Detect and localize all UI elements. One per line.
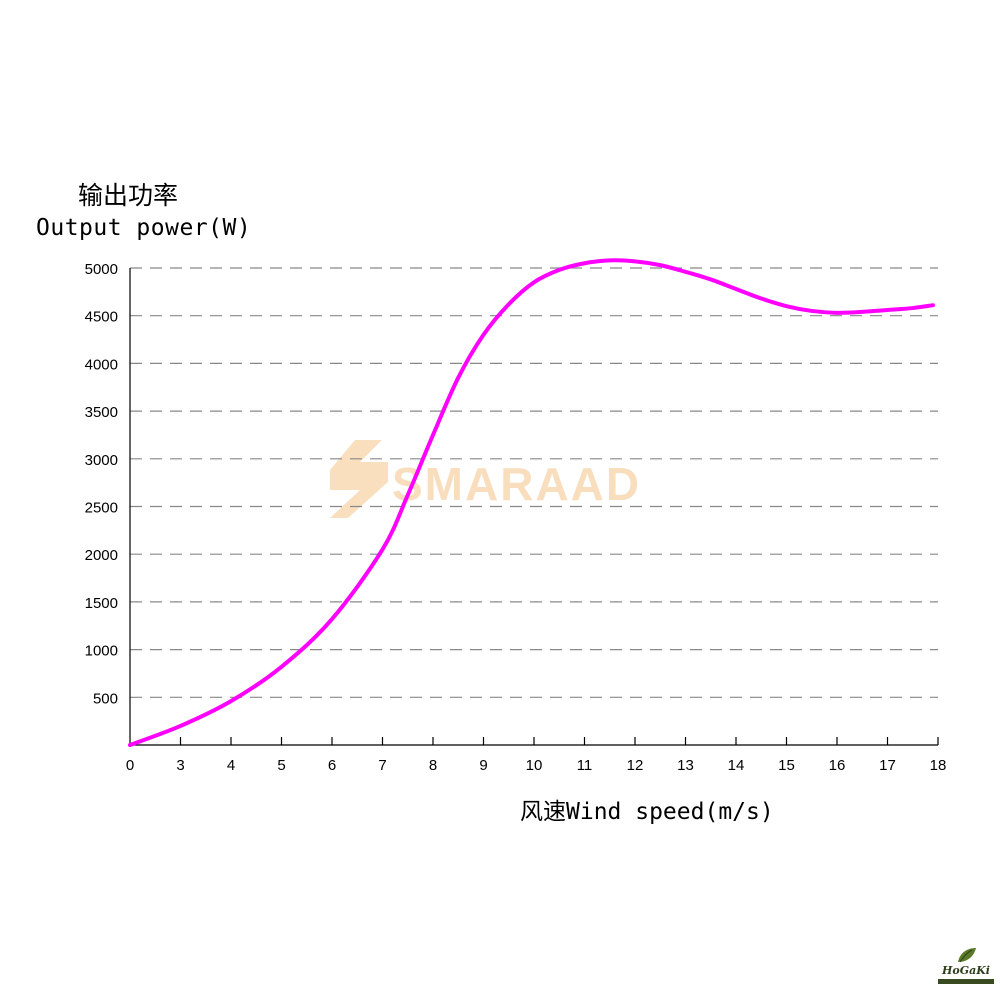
x-tick-label: 11 [577,757,593,774]
grid-lines [130,267,938,698]
y-tick-label: 3500 [85,404,118,421]
y-axis-label-chinese: 输出功率 [78,181,179,210]
x-tick-label: 6 [328,757,336,774]
x-tick-label: 8 [429,757,437,774]
logo-text: HoGaKi [942,964,990,977]
x-tick-label: 17 [879,757,896,774]
x-tick-label: 0 [126,757,134,774]
x-tick-label: 7 [378,757,386,774]
y-tick-label: 4000 [85,356,118,373]
x-tick-label: 4 [227,757,235,774]
watermark-text: SMARAAD [392,458,641,510]
y-tick-label: 1000 [85,643,118,660]
x-axis-label: 风速Wind speed(m/s) [520,799,774,825]
y-tick-label: 4500 [85,309,118,326]
brand-logo: HoGaKi [938,946,994,992]
x-tick-label: 18 [930,757,947,774]
watermark-s-icon [330,440,388,518]
x-tick-label: 15 [778,757,795,774]
y-tick-label: 500 [93,690,118,707]
x-tick-label: 13 [677,757,694,774]
y-tick-label: 2000 [85,547,118,564]
x-tick-label: 12 [627,757,644,774]
x-tick-label: 16 [829,757,846,774]
y-axis-ticks: 500 1000 1500 2000 2500 3000 3500 4000 4500 5000 [85,261,118,707]
x-tick-label: 5 [277,757,285,774]
x-tick-label: 3 [176,757,184,774]
x-tick-label: 10 [526,757,543,774]
x-axis-ticks: 0 3 4 5 6 7 8 9 10 11 12 13 14 15 16 17 18 [126,737,947,774]
y-axis-label-english: Output power(W) [36,215,252,241]
watermark: SMARAAD [330,440,641,518]
logo-underline [938,979,994,984]
y-tick-label: 2500 [85,500,118,517]
y-tick-label: 5000 [85,261,118,278]
y-tick-label: 3000 [85,452,118,469]
x-tick-label: 14 [728,757,745,774]
leaf-icon [958,948,976,963]
power-curve-line [128,258,935,747]
x-tick-label: 9 [479,757,487,774]
y-tick-label: 1500 [85,595,118,612]
